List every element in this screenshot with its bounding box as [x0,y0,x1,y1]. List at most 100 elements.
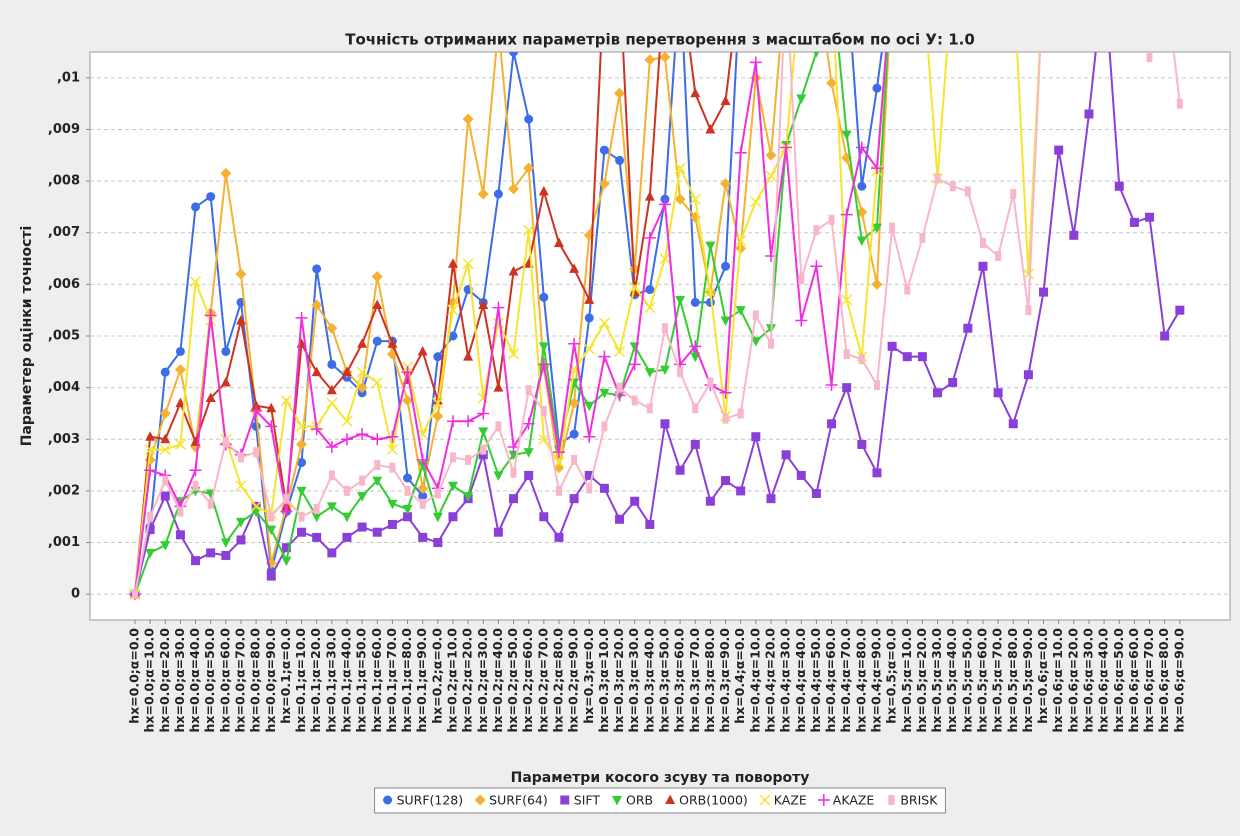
legend-marker [888,795,895,805]
data-point [493,382,504,392]
x-axis-label: Параметри косого зсуву та повороту [511,770,810,786]
data-point [1069,230,1079,240]
data-point [465,454,472,465]
data-point [341,366,352,377]
data-point [416,453,429,466]
data-point [1145,212,1155,222]
data-point [265,420,278,433]
data-point [555,485,562,496]
data-point [721,261,731,271]
data-point [174,438,186,450]
x-tick-label: hx=0.3;α=40.0 [641,628,656,733]
x-tick-label: hx=0.1;α=90.0 [414,628,429,733]
data-point [840,208,853,221]
data-point [177,506,184,517]
data-point [508,450,519,461]
data-point [841,294,853,306]
data-point [538,342,549,352]
x-tick-label: hx=0.2;α=50.0 [505,628,520,733]
x-tick-label: hx=0.6;α=50.0 [1111,628,1126,733]
data-point [311,366,322,377]
data-point [402,504,413,515]
data-point [705,241,716,252]
data-point [948,377,958,387]
x-tick-label: hx=0.2;α=20.0 [460,628,475,733]
data-point [145,525,155,535]
data-point [798,274,805,285]
legend-label: ORB(1000) [679,793,748,808]
data-point [643,231,656,244]
data-point [372,527,382,537]
data-point [403,512,413,522]
data-point [386,444,398,456]
data-point [1114,181,1124,191]
data-point [1175,305,1185,315]
x-tick-label: hx=0.0;α=0.0 [126,628,141,724]
y-axis-label: Параметер оцінки точності [19,226,35,447]
data-point [825,379,838,392]
data-point [235,517,246,528]
x-tick-label: hx=0.0;α=50.0 [202,628,217,733]
x-tick-label: hx=0.2;α=90.0 [566,628,581,733]
x-tick-label: hx=0.4;α=50.0 [808,628,823,733]
data-point [538,185,549,196]
data-point [417,345,428,356]
data-point [933,388,943,398]
data-point [765,170,777,182]
legend-marker [665,794,676,804]
data-point [372,336,382,346]
data-point [828,214,835,225]
plot [90,52,1230,601]
data-point [523,448,534,458]
data-point [402,395,414,407]
data-point [268,511,275,522]
data-point [659,253,671,265]
data-point [692,403,699,414]
data-point [477,188,489,200]
data-point [889,222,896,233]
data-point [463,351,474,361]
data-point [539,512,549,522]
data-point [720,178,732,190]
data-point [813,52,820,58]
x-tick-label: hx=0.0;α=80.0 [248,628,263,733]
data-point [359,475,366,486]
y-tick-label: ,007 [48,225,80,240]
data-point [644,54,656,66]
data-point [978,261,988,271]
data-point [251,421,261,431]
data-point [917,352,927,362]
x-tick-label: hx=0.4;α=40.0 [793,628,808,733]
data-point [159,407,171,419]
x-tick-label: hx=0.1;α=80.0 [399,628,414,733]
data-point [328,470,335,481]
data-point [492,301,505,314]
legend-marker [759,794,771,806]
x-tick-label: hx=0.2;α=40.0 [490,628,505,733]
x-tick-label: hx=0.4;α=80.0 [853,628,868,733]
data-point [508,348,520,360]
x-tick-label: hx=0.6;α=20.0 [1065,628,1080,733]
data-point [707,377,714,388]
data-point [995,250,1002,261]
x-tick-label: hx=0.1;α=70.0 [384,628,399,733]
data-point [644,191,655,201]
data-point [569,494,579,504]
data-point [220,538,231,549]
data-point [509,494,519,504]
data-point [615,155,625,165]
data-point [993,388,1003,398]
data-point [205,392,216,402]
data-point [658,198,671,211]
legend-box [374,787,946,814]
data-point [599,483,609,493]
x-tick-label: hx=0.1;α=0.0 [278,628,293,724]
data-point [629,281,641,293]
data-point [540,405,547,416]
data-point [312,532,322,542]
data-point [568,337,581,350]
data-point [417,482,429,494]
data-point [160,491,170,501]
data-point [571,454,578,465]
data-point [340,433,353,446]
